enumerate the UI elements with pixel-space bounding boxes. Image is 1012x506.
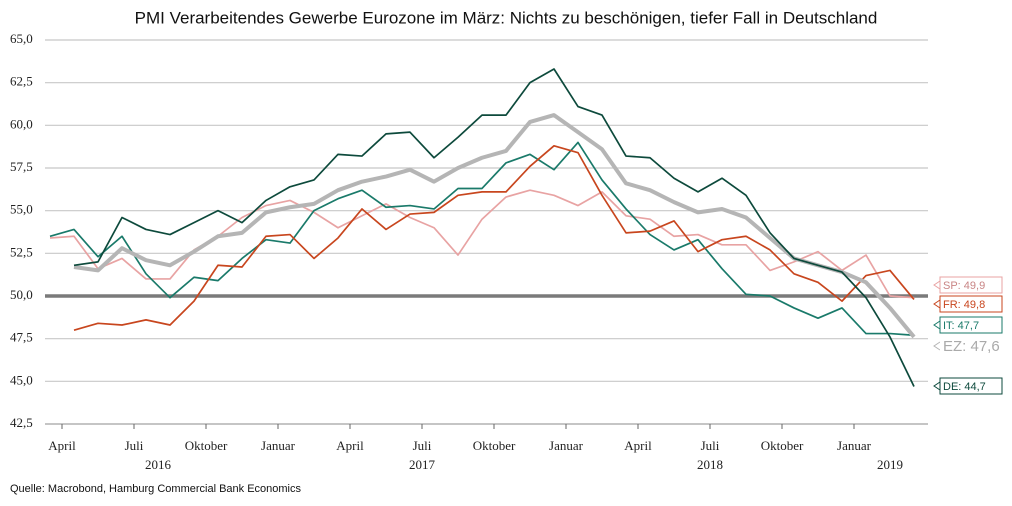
x-tick-label: April (336, 438, 364, 453)
source-note: Quelle: Macrobond, Hamburg Commercial Ba… (10, 483, 302, 495)
x-tick-label: Juli (413, 438, 432, 453)
x-tick-label: April (48, 438, 76, 453)
y-tick-label: 45,0 (10, 372, 33, 387)
y-tick-label: 57,5 (10, 159, 33, 174)
x-tick-label: Oktober (473, 438, 516, 453)
y-tick-label: 50,0 (10, 287, 33, 302)
x-tick-label: April (624, 438, 652, 453)
x-tick-label: Januar (549, 438, 584, 453)
series-line (73, 68, 915, 387)
callout-box (940, 336, 1002, 356)
x-group-label: 2016 (145, 457, 172, 472)
y-tick-label: 65,0 (10, 31, 33, 46)
y-tick-label: 60,0 (10, 116, 33, 131)
callout-box (939, 276, 1003, 294)
series-line (49, 141, 915, 337)
series-end-label: FR: 49,8 (943, 299, 985, 311)
callout-pointer (933, 381, 941, 391)
series-end-label: DE: 44,7 (943, 381, 986, 393)
x-group-label: 2019 (877, 457, 903, 472)
chart-title: PMI Verarbeitendes Gewerbe Eurozone im M… (135, 8, 878, 27)
y-tick-label: 47,5 (10, 330, 33, 345)
series-line (73, 113, 916, 339)
callout-box (939, 295, 1003, 313)
callout-pointer (933, 280, 941, 290)
callout-box (939, 316, 1003, 334)
series-end-label: IT: 47,7 (943, 320, 979, 332)
y-tick-label: 52,5 (10, 244, 33, 259)
callout-pointer (933, 341, 941, 351)
x-tick-label: Juli (701, 438, 720, 453)
x-group-label: 2017 (409, 457, 436, 472)
y-tick-label: 62,5 (10, 74, 33, 89)
y-tick-label: 55,0 (10, 202, 33, 217)
series-end-label: EZ: 47,6 (943, 338, 1000, 355)
callout-pointer (933, 299, 941, 309)
callout-box (939, 377, 1003, 395)
y-tick-label: 42,5 (10, 415, 33, 430)
series-line (73, 144, 915, 331)
series-line (49, 189, 915, 299)
x-tick-label: Januar (261, 438, 296, 453)
x-tick-label: Juli (125, 438, 144, 453)
callout-pointer (933, 320, 941, 330)
x-tick-label: Oktober (761, 438, 804, 453)
series-end-label: SP: 49,9 (943, 280, 985, 292)
x-tick-label: Januar (837, 438, 872, 453)
x-group-label: 2018 (697, 457, 723, 472)
x-tick-label: Oktober (185, 438, 228, 453)
